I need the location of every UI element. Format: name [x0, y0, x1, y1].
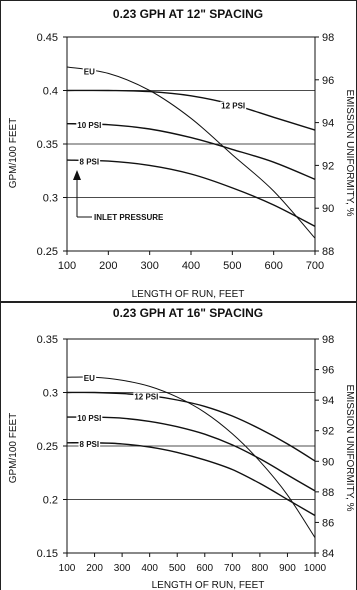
- series-label-10-psi: 10 PSI: [77, 414, 101, 423]
- x-tick-label: 500: [169, 563, 186, 574]
- x-tick-label: 100: [58, 260, 76, 272]
- chart-12-inch-spacing: 0.23 GPH AT 12" SPACING GPM/100 FEET EMI…: [0, 0, 357, 302]
- y2-tick-label: 94: [322, 395, 334, 407]
- y2-tick-label: 88: [322, 487, 334, 499]
- y-tick-label: 0.25: [37, 441, 58, 453]
- chart-title: 0.23 GPH AT 16" SPACING: [113, 306, 263, 320]
- series-label-10-psi: 10 PSI: [77, 121, 101, 130]
- y-tick-label: 0.25: [37, 246, 58, 258]
- x-tick-label: 500: [223, 260, 241, 272]
- series-label-eu: EU: [84, 374, 95, 383]
- series-label-bg: [82, 374, 97, 384]
- annotation-text: INLET PRESSURE: [94, 213, 164, 222]
- annotation-arrow-head: [73, 170, 81, 180]
- x-tick-label: 600: [264, 260, 282, 272]
- y2-tick-label: 94: [322, 118, 334, 130]
- x-tick-label: 800: [252, 563, 269, 574]
- series-line-10-psi: [66, 122, 316, 180]
- series-line-8-psi: [66, 442, 316, 517]
- chart-title: 0.23 GPH AT 12" SPACING: [113, 7, 263, 21]
- y-tick-label: 0.15: [37, 548, 58, 560]
- series-label-12-psi: 12 PSI: [221, 102, 245, 111]
- y2-tick-label: 90: [322, 456, 334, 468]
- y2-axis-label: EMISSION UNIFORMITY, %: [344, 384, 355, 511]
- series-label-bg: [76, 414, 103, 424]
- y-tick-label: 0.4: [43, 86, 58, 98]
- series-line-eu: [66, 376, 316, 538]
- y2-tick-label: 92: [322, 160, 334, 172]
- series-label-bg: [82, 67, 97, 77]
- y2-tick-label: 86: [322, 517, 334, 529]
- y-tick-label: 0.2: [43, 495, 58, 507]
- series-line-eu: [66, 66, 316, 239]
- chart-16-inch-spacing: 0.23 GPH AT 16" SPACING GPM/100 FEET EMI…: [0, 302, 357, 590]
- x-tick-label: 600: [196, 563, 213, 574]
- series-label-bg: [133, 392, 160, 402]
- x-tick-label: 900: [279, 563, 296, 574]
- y2-tick-label: 96: [322, 75, 334, 87]
- series-label-bg: [220, 101, 247, 111]
- x-tick-label: 100: [59, 563, 76, 574]
- x-tick-label: 300: [114, 563, 131, 574]
- series-line-8-psi: [66, 159, 316, 228]
- y-tick-label: 0.35: [37, 139, 58, 151]
- y-axis-label: GPM/100 FEET: [8, 413, 19, 484]
- x-tick-label: 1000: [304, 563, 327, 574]
- series-label-12-psi: 12 PSI: [134, 392, 158, 401]
- series-label-8-psi: 8 PSI: [80, 158, 100, 167]
- y-tick-label: 0.3: [43, 193, 58, 205]
- y-tick-label: 0.3: [43, 388, 58, 400]
- y2-tick-label: 90: [322, 203, 334, 215]
- x-axis-label: LENGTH OF RUN, FEET: [152, 580, 265, 590]
- y-tick-label: 0.45: [37, 32, 58, 44]
- y2-tick-label: 84: [322, 548, 334, 560]
- y2-tick-label: 88: [322, 246, 334, 258]
- inlet-pressure-annotation: INLET PRESSURE: [73, 170, 164, 222]
- y2-tick-label: 96: [322, 365, 334, 377]
- series-label-8-psi: 8 PSI: [80, 440, 100, 449]
- x-tick-label: 700: [306, 260, 324, 272]
- y-tick-label: 0.35: [37, 334, 58, 346]
- y2-tick-label: 92: [322, 426, 334, 438]
- x-tick-label: 200: [99, 260, 117, 272]
- y2-axis-label: EMISSION UNIFORMITY, %: [344, 89, 355, 216]
- x-tick-label: 200: [86, 563, 103, 574]
- series-line-10-psi: [66, 416, 316, 492]
- y2-tick-label: 98: [322, 334, 334, 346]
- x-tick-label: 400: [182, 260, 200, 272]
- series-label-bg: [78, 157, 101, 167]
- x-tick-label: 300: [140, 260, 158, 272]
- x-tick-label: 700: [224, 563, 241, 574]
- series-line-12-psi: [66, 391, 316, 462]
- series-label-bg: [78, 439, 101, 449]
- series-label-bg: [76, 121, 103, 131]
- y-axis-label: GPM/100 FEET: [8, 118, 19, 189]
- x-tick-label: 400: [141, 563, 158, 574]
- series-label-eu: EU: [84, 67, 95, 76]
- x-axis-label: LENGTH OF RUN, FEET: [132, 289, 245, 300]
- y2-tick-label: 98: [322, 32, 334, 44]
- series-line-12-psi: [66, 89, 316, 131]
